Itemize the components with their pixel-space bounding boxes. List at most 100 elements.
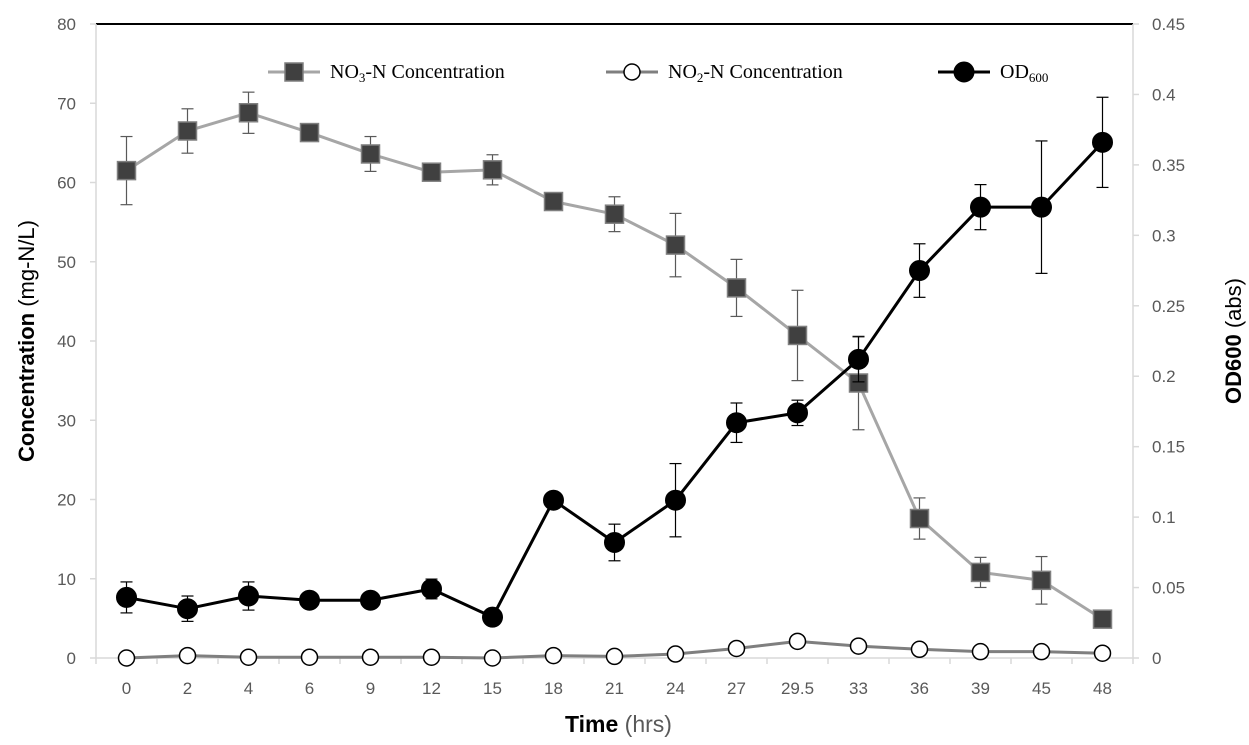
legend-label-main: NO	[330, 61, 359, 83]
y-right-tick-label: 0	[1152, 649, 1161, 668]
y-left-tick-label: 60	[57, 174, 76, 193]
series-group-0	[116, 91, 1113, 629]
x-tick-label: 29.5	[781, 679, 814, 698]
y-right-tick-label: 0.45	[1152, 15, 1185, 34]
x-tick-label: 18	[544, 679, 563, 698]
data-point	[848, 348, 869, 370]
legend-label-main: NO	[668, 61, 697, 83]
legend-item-0: NO3-N Concentration	[268, 61, 505, 85]
data-point	[1032, 642, 1051, 661]
legend-item-2: OD600	[938, 61, 1048, 85]
legend-label-sub: 3	[359, 70, 366, 85]
data-point	[239, 648, 258, 666]
y-right-axis-title-main: OD600	[1221, 334, 1246, 404]
y-right-tick-label: 0.35	[1152, 156, 1185, 175]
legend-label: NO2-N Concentration	[668, 61, 843, 85]
y-left-axis-title: Concentration (mg-N/L)	[14, 220, 39, 462]
y-right-tick-label: 0.15	[1152, 438, 1185, 457]
data-point	[1092, 131, 1113, 153]
data-point	[543, 489, 564, 511]
data-point	[970, 562, 991, 583]
data-point	[604, 204, 625, 224]
data-point	[909, 508, 930, 529]
data-point	[666, 645, 685, 663]
data-point	[665, 235, 686, 255]
data-point	[544, 646, 563, 665]
data-point	[177, 598, 198, 620]
legend-item-1: NO2-N Concentration	[606, 61, 843, 85]
data-point	[482, 160, 503, 180]
x-tick-label: 27	[727, 679, 746, 698]
data-point	[727, 639, 746, 658]
y-left-tick-label: 10	[57, 570, 76, 589]
data-point	[849, 637, 868, 655]
legend-label-rest: -N Concentration	[365, 61, 504, 83]
y-right-tick-label: 0.1	[1152, 508, 1176, 527]
y-right-tick-label: 0.2	[1152, 367, 1176, 386]
data-point	[665, 489, 686, 511]
x-tick-label: 4	[244, 679, 253, 698]
data-point	[787, 325, 808, 346]
data-point	[1031, 570, 1052, 591]
data-point	[604, 531, 625, 553]
data-point	[1093, 644, 1112, 662]
x-tick-label: 36	[910, 679, 929, 698]
y-left-tick-label: 50	[57, 253, 76, 272]
data-point	[299, 589, 320, 611]
data-point	[483, 649, 502, 667]
x-tick-label: 39	[971, 679, 990, 698]
legend-label-sub: 600	[1029, 70, 1049, 85]
x-tick-label: 24	[666, 679, 685, 698]
x-tick-label: 6	[305, 679, 314, 698]
y-left-tick-label: 40	[57, 332, 76, 351]
legend-label-main: OD	[1000, 61, 1029, 83]
y-left-axis-title-main: Concentration	[14, 313, 39, 462]
data-point	[422, 648, 441, 666]
data-point	[788, 632, 807, 651]
data-point	[910, 640, 929, 659]
y-right-axis-title-unit: (abs)	[1221, 278, 1246, 334]
legend-marker	[284, 62, 304, 82]
data-point	[909, 260, 930, 282]
y-left-axis-title-unit: (mg-N/L)	[14, 220, 39, 313]
data-point	[178, 646, 197, 665]
x-tick-label: 45	[1032, 679, 1051, 698]
data-point	[1092, 609, 1113, 629]
legend-label-sub: 2	[697, 70, 704, 85]
legend-label: OD600	[1000, 61, 1048, 85]
x-tick-label: 21	[605, 679, 624, 698]
x-tick-label: 33	[849, 679, 868, 698]
data-point	[543, 191, 564, 212]
data-point	[300, 648, 319, 666]
legend-marker	[623, 63, 641, 81]
y-left-tick-label: 30	[57, 411, 76, 430]
x-tick-label: 2	[183, 679, 192, 698]
x-axis-title: Time (hrs)	[565, 711, 672, 737]
y-left-tick-label: 80	[57, 15, 76, 34]
data-point	[360, 144, 381, 164]
y-right-tick-label: 0.05	[1152, 579, 1185, 598]
data-point	[238, 103, 259, 123]
data-point	[360, 589, 381, 611]
y-right-tick-label: 0.4	[1152, 85, 1176, 104]
y-left-tick-label: 0	[67, 649, 76, 668]
data-point	[726, 412, 747, 434]
legend-label: NO3-N Concentration	[330, 61, 505, 85]
series-group-2	[116, 96, 1113, 628]
data-point	[971, 642, 990, 661]
legend-marker	[953, 61, 975, 83]
data-point	[726, 278, 747, 298]
x-axis-title-unit: (hrs)	[618, 711, 672, 737]
series-group-1	[117, 632, 1112, 667]
data-point	[421, 578, 442, 600]
y-left-tick-label: 70	[57, 94, 76, 113]
data-point	[177, 121, 198, 141]
data-point	[117, 649, 136, 667]
x-tick-label: 0	[122, 679, 131, 698]
data-point	[605, 647, 624, 666]
y-right-axis-title: OD600 (abs)	[1221, 278, 1246, 404]
data-point	[482, 606, 503, 628]
legend-label-rest: -N Concentration	[703, 61, 842, 83]
